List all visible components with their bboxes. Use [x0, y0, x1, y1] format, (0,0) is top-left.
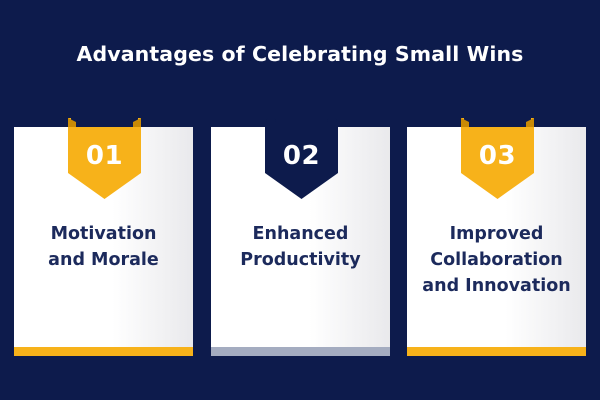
card-label-line: and Morale: [48, 250, 159, 270]
number-badge-2: 02: [265, 118, 338, 199]
number-badge-1: 01: [68, 118, 141, 199]
card-label: Enhanced Productivity: [211, 221, 390, 273]
card-label-line: Improved: [449, 224, 544, 244]
card-number: 02: [282, 141, 321, 171]
card-label-line: and Innovation: [422, 276, 571, 296]
card-label: Improved Collaboration and Innovation: [407, 221, 586, 299]
card-label-line: Productivity: [240, 250, 361, 270]
card-number: 03: [478, 141, 517, 171]
card-label-line: Motivation: [50, 224, 157, 244]
card-label: Motivation and Morale: [14, 221, 193, 273]
ribbon-badge-shape: [461, 118, 534, 199]
card-accent-bar: [211, 347, 390, 356]
number-badge-3: 03: [461, 118, 534, 199]
card-number: 01: [85, 141, 124, 171]
card-label-line: Collaboration: [430, 250, 563, 270]
ribbon-badge-shape: [265, 118, 338, 199]
card-label-line: Enhanced: [252, 224, 349, 244]
page-title: Advantages of Celebrating Small Wins: [76, 42, 524, 66]
card-accent-bar: [14, 347, 193, 356]
ribbon-badge-shape: [68, 118, 141, 199]
card-productivity: 02 Enhanced Productivity: [211, 118, 390, 356]
card-accent-bar: [407, 347, 586, 356]
card-collaboration: 03 Improved Collaboration and Innovation: [407, 118, 586, 356]
card-motivation: 01 Motivation and Morale: [14, 118, 193, 356]
